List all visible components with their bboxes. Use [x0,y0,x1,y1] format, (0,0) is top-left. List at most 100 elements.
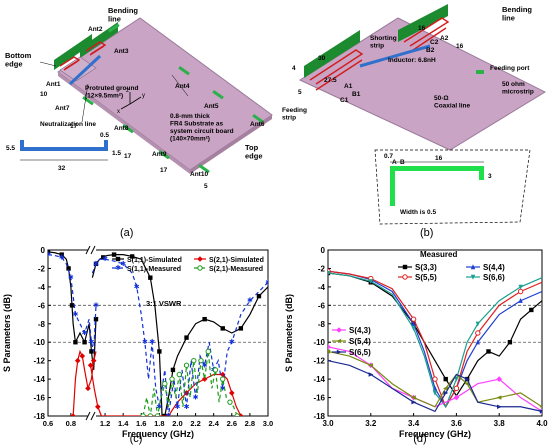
y-tick-label: -6 [318,301,326,310]
data-point [486,349,491,354]
data-point [205,348,211,355]
y-tick-label: -4 [38,283,46,292]
text-line: edge [5,60,23,69]
text-line: line [502,14,515,23]
data-point [411,399,417,405]
data-point [328,359,331,362]
dim-17b: 17 [124,153,132,160]
dim-4: 4 [292,65,296,72]
dim-10: 10 [40,91,48,98]
xyz-axes [120,92,142,110]
data-point [162,381,168,387]
data-point: ✱ [45,251,51,259]
text-line: (140×70mm²) [170,135,210,142]
label-neutralization: Neutralization line [40,121,96,128]
data-point [170,367,176,373]
label-feeding-port: Feeding port [490,65,530,72]
text-line: system circuit board [170,128,234,135]
x-axis-label: Frequency (GHz) [399,429,471,439]
data-point: ✱ [247,297,253,305]
text-line: edge [245,152,263,161]
data-point [539,405,542,408]
data-point [201,376,208,382]
data-point: ✱ [184,403,190,411]
text-line: line [108,15,121,24]
data-point [140,413,146,416]
label-ant3: Ant3 [114,48,129,55]
dim-55: 5.5 [6,145,15,152]
x-tick-label: 2.8 [245,419,255,428]
legend-marker [197,256,203,262]
x-tick-label: 3.4 [408,419,420,428]
data-point: ✱ [175,403,181,411]
legend-label: S(6,6) [483,273,505,282]
x-tick-label: 1.4 [118,419,129,428]
label-ant6: Ant6 [250,121,265,128]
legend-marker [402,264,408,270]
y-tick-label: -14 [33,375,45,384]
label-ant9: Ant9 [152,151,167,158]
legend-label: S(1,1)-Measured [127,266,181,273]
data-point [368,363,373,368]
legend-marker [470,264,476,270]
legend-label: S(4,4) [483,263,505,272]
data-point [183,362,190,368]
data-point: ✱ [165,412,171,420]
neutralization-dim-detail [20,140,108,161]
data-point: ✱ [59,253,65,261]
axis-z-label: z [126,88,129,94]
legend-marker [336,327,342,333]
dim-16b: 16 [456,43,464,50]
bent-strip-right [398,4,448,42]
data-point: ✱ [102,255,108,263]
dim-05: 0.5 [100,132,109,139]
data-point [518,284,523,290]
data-point: ✱ [88,338,94,346]
x-tick-label: 2.6 [227,419,237,428]
neutralization-line [68,54,102,86]
series-line [91,254,268,416]
data-point [212,367,219,373]
x-tick-label: 2.4 [208,419,219,428]
series-line [142,351,238,416]
inset-outline [374,149,531,225]
inset-green-trace [390,166,484,206]
data-point [111,252,117,257]
data-point [328,349,331,354]
data-point [411,321,416,326]
x-tick-label: 2.0 [172,419,182,428]
data-point: ✱ [156,403,162,411]
caption-d: (d) [413,433,426,445]
x-tick-label: 4.0 [536,419,548,428]
y-tick-label: -2 [318,264,326,273]
x-tick-label: 0.8 [66,419,76,428]
data-point [475,321,480,327]
caption-a: (a) [120,227,133,239]
data-point [227,399,233,405]
data-point [464,376,470,382]
data-point: ✱ [149,338,155,346]
y-tick-label: -14 [313,375,325,384]
label-ant8: Ant8 [114,125,129,132]
data-point [198,357,204,364]
x-tick-label: 1.6 [136,419,146,428]
protruded-ground [59,56,97,82]
label-width: Width is 0.5 [400,209,436,216]
y-tick-label: -10 [313,338,325,347]
y-tick-label: -18 [313,412,325,421]
panel-b-antenna-detail: Bending line Shorting strip Inductor: 6.8n… [282,4,547,239]
data-point [162,413,167,416]
data-point: ✱ [68,274,74,282]
dim-275: 27.5 [324,77,337,84]
y-tick-label: -16 [313,394,325,403]
series-s-5-4- [328,349,542,408]
x-tick-label: 3.6 [451,419,463,428]
data-point [147,413,154,416]
label-microstrip: 50 ohm microstrip [502,81,534,95]
dim-16c: 16 [435,155,443,162]
legend-title: Measured [420,250,457,259]
x-tick-label: 1.8 [154,419,164,428]
y-axis-label: S Parameters (dB) [284,294,294,372]
data-point [183,390,190,396]
x-tick-label: 3.0 [322,419,334,428]
